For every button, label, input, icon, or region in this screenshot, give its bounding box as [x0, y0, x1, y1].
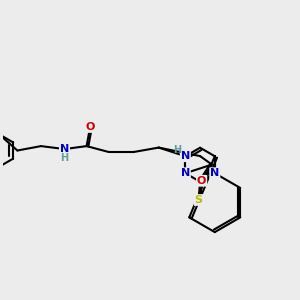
Text: H: H	[173, 145, 181, 155]
Text: O: O	[85, 122, 95, 132]
Text: S: S	[195, 195, 203, 205]
Text: N: N	[181, 168, 190, 178]
Text: N: N	[210, 168, 219, 178]
Text: H: H	[60, 153, 69, 163]
Text: N: N	[181, 151, 190, 161]
Text: O: O	[197, 176, 206, 186]
Text: N: N	[60, 144, 69, 154]
